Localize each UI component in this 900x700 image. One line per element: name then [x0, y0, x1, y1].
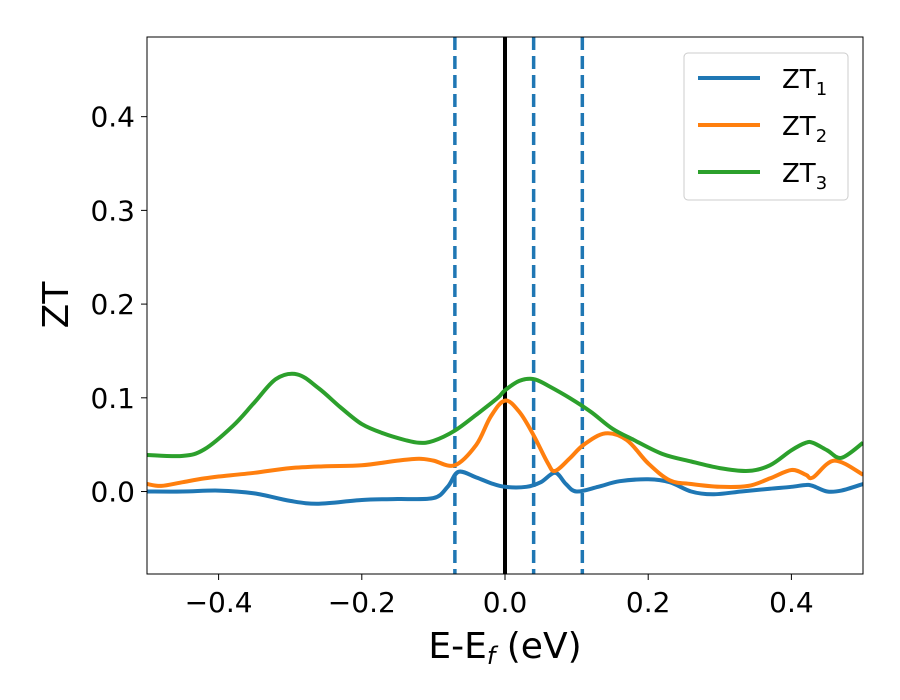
- x-tick-label: 0.4: [769, 586, 814, 619]
- y-axis-label: ZT: [36, 281, 77, 329]
- reference-lines: [453, 37, 585, 574]
- x-tick-label: 0.0: [483, 586, 528, 619]
- y-tick-label: 0.0: [90, 476, 135, 509]
- y-tick-label: 0.1: [90, 382, 135, 415]
- y-tick-label: 0.3: [90, 194, 135, 227]
- y-tick-label: 0.2: [90, 288, 135, 321]
- series-line-zt2: [147, 398, 863, 490]
- legend-box: [683, 52, 849, 201]
- x-tick-label: −0.4: [185, 586, 253, 619]
- x-tick-label: 0.2: [626, 586, 671, 619]
- x-axis-label-main: E-E: [428, 626, 486, 667]
- legend: ZT1 ZT2 ZT3: [683, 52, 849, 201]
- x-axis: −0.4 −0.2 0.0 0.2 0.4: [185, 574, 814, 619]
- series-lines: [147, 371, 863, 506]
- x-axis-label-unit: (eV): [495, 626, 581, 667]
- series-line-zt3: [147, 371, 863, 473]
- legend-label-zt2: ZT2: [782, 112, 827, 147]
- legend-label-zt3: ZT3: [782, 159, 827, 194]
- legend-label-zt1: ZT1: [782, 65, 827, 100]
- y-axis: 0.0 0.1 0.2 0.3 0.4: [90, 101, 147, 509]
- x-axis-label: E-Ef (eV): [428, 626, 581, 670]
- x-tick-label: −0.2: [328, 586, 396, 619]
- y-tick-label: 0.4: [90, 101, 135, 134]
